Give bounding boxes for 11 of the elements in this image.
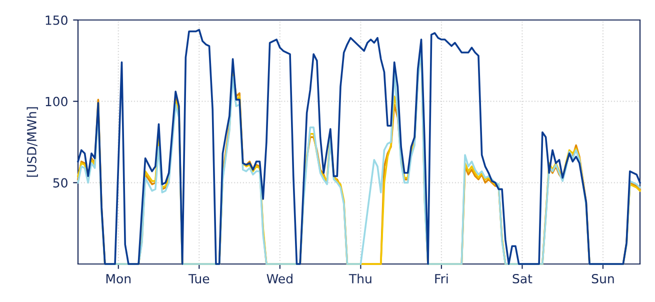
- x-tick-label: Tue: [188, 274, 210, 284]
- y-axis-title: [USD/MWh]: [26, 107, 38, 177]
- x-tick-label: Wed: [266, 274, 292, 284]
- y-tick-label: 150: [46, 15, 68, 25]
- x-tick-label: Thu: [348, 274, 372, 284]
- x-tick-label: Fri: [435, 274, 448, 284]
- y-tick-label: 100: [46, 96, 68, 106]
- y-tick-label: 50: [53, 178, 68, 188]
- x-tick-label: Sun: [592, 274, 614, 284]
- x-tick-label: Mon: [106, 274, 130, 284]
- x-tick-label: Sat: [512, 274, 532, 284]
